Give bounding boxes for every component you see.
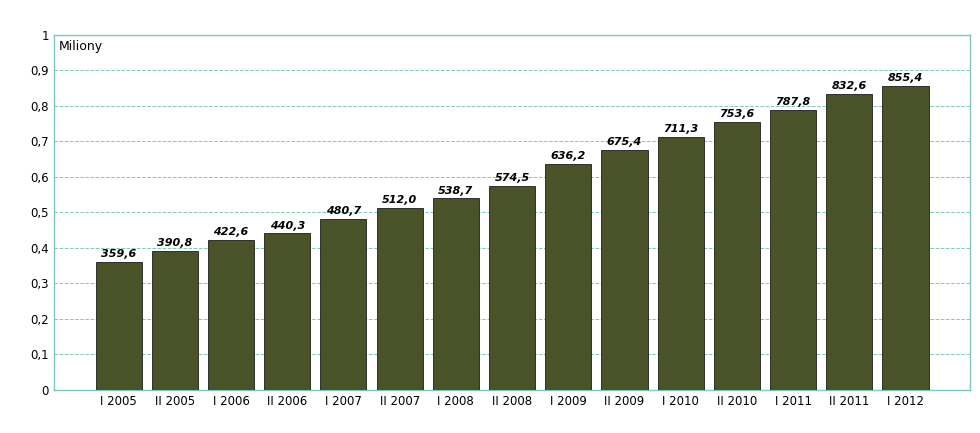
Text: 574,5: 574,5 xyxy=(495,173,529,183)
Text: 832,6: 832,6 xyxy=(832,81,867,91)
Text: 787,8: 787,8 xyxy=(775,97,810,107)
Bar xyxy=(152,251,198,390)
Text: 440,3: 440,3 xyxy=(270,220,305,230)
Text: 538,7: 538,7 xyxy=(438,186,473,196)
Text: 855,4: 855,4 xyxy=(888,73,923,83)
Text: Miliony: Miliony xyxy=(59,40,103,53)
Text: 390,8: 390,8 xyxy=(157,238,192,248)
Bar xyxy=(770,110,816,390)
Bar xyxy=(882,86,929,390)
Text: 480,7: 480,7 xyxy=(325,206,361,216)
Bar xyxy=(826,94,872,390)
Bar xyxy=(545,164,591,390)
Bar xyxy=(713,122,760,390)
Text: 675,4: 675,4 xyxy=(607,137,642,147)
Text: 359,6: 359,6 xyxy=(101,249,136,259)
Bar xyxy=(96,262,142,390)
Text: 753,6: 753,6 xyxy=(719,109,755,119)
Bar xyxy=(208,239,254,390)
Text: 636,2: 636,2 xyxy=(551,151,586,161)
Bar xyxy=(602,150,648,390)
Bar xyxy=(658,137,704,390)
Bar xyxy=(376,208,422,390)
Text: 422,6: 422,6 xyxy=(214,227,249,237)
Text: 512,0: 512,0 xyxy=(382,195,417,205)
Bar xyxy=(433,198,479,390)
Bar xyxy=(489,186,535,390)
Text: 711,3: 711,3 xyxy=(663,124,699,134)
Bar xyxy=(320,219,367,390)
Bar xyxy=(265,233,311,390)
